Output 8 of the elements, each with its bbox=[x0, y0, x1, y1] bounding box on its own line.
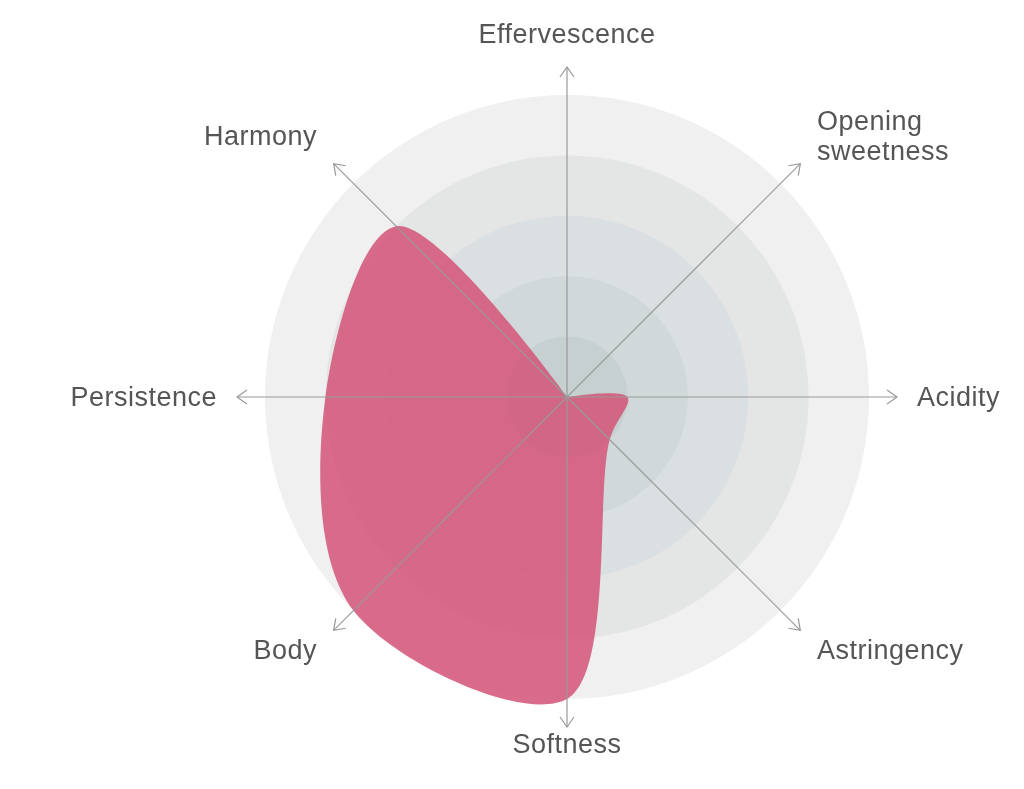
spoke-label: Body bbox=[253, 634, 317, 665]
spoke-label: Astringency bbox=[817, 634, 964, 665]
spoke-label: Softness bbox=[512, 729, 622, 759]
spoke-label: Effervescence bbox=[478, 19, 656, 49]
spoke-label: Harmony bbox=[203, 121, 317, 152]
spoke-label: Persistence bbox=[70, 382, 217, 412]
spoke-label: Opening sweetness bbox=[817, 106, 950, 167]
spoke-label: Acidity bbox=[917, 382, 1001, 412]
